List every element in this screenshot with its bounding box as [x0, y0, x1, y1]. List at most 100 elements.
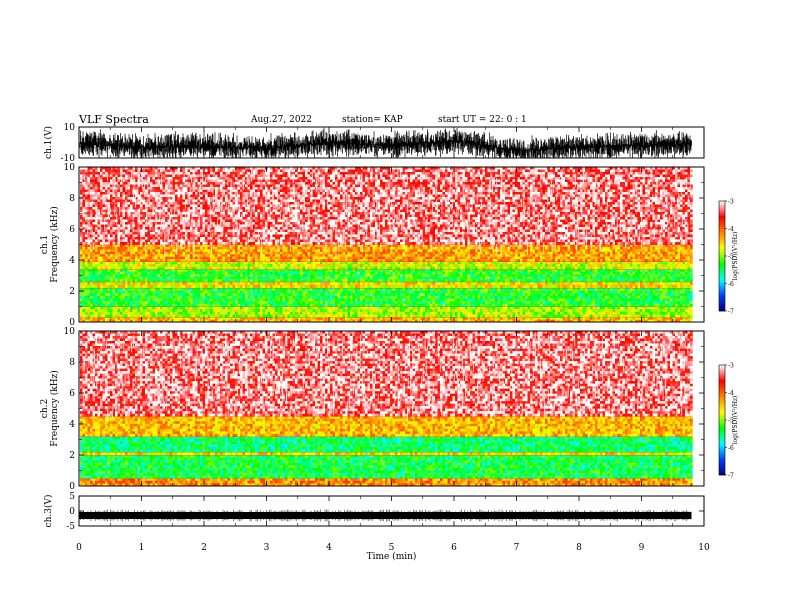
colorbar-segment [719, 213, 725, 216]
colorbar-segment [719, 467, 725, 470]
colorbar-segment [719, 294, 725, 297]
ytick-label: -5 [66, 522, 75, 532]
colorbar-segment [719, 208, 725, 211]
colorbar-segment [719, 246, 725, 249]
colorbar-tick-label: -7 [728, 473, 734, 480]
colorbar-segment [719, 431, 725, 434]
colorbar-segment [719, 237, 725, 240]
colorbar-segment [719, 230, 725, 233]
colorbar-segment [719, 421, 725, 424]
xtick-label: 6 [451, 543, 457, 553]
colorbar-segment [719, 418, 725, 421]
colorbar-segment [719, 223, 725, 226]
ytick-label: 4 [69, 256, 75, 266]
colorbar-segment [719, 239, 725, 242]
colorbar-segment [719, 281, 725, 284]
ytick-label: 10 [64, 163, 76, 173]
xtick-label: 4 [326, 543, 332, 553]
ytick-label: 4 [69, 420, 75, 430]
colorbar-segment [719, 276, 725, 279]
colorbar-segment [719, 232, 725, 235]
colorbar-segment [719, 471, 725, 474]
ytick-label: 10 [64, 123, 76, 133]
colorbar-segment [719, 379, 725, 382]
colorbar-segment [719, 388, 725, 391]
colorbar-segment [719, 432, 725, 435]
colorbar-segment [719, 248, 725, 251]
colorbar-segment [719, 252, 725, 255]
colorbar-segment [719, 410, 725, 413]
colorbar-segment [719, 381, 725, 384]
colorbar-segment [719, 451, 725, 454]
xtick-label: 3 [264, 543, 270, 553]
ytick-label: 0 [69, 482, 75, 492]
ytick-label: 8 [69, 358, 75, 368]
ch1-ylabel: ch.1(V) [43, 126, 54, 159]
colorbar-segment [719, 307, 725, 310]
colorbar-segment [719, 221, 725, 224]
colorbar-segment [719, 201, 725, 204]
colorbar-segment [719, 202, 725, 205]
colorbar-segment [719, 465, 725, 468]
ch1-spectrogram-image [80, 166, 693, 323]
colorbar-segment [719, 259, 725, 262]
colorbar-tick-label: -4 [728, 390, 734, 397]
colorbar-segment [719, 215, 725, 218]
colorbar-segment [719, 458, 725, 461]
colorbar-segment [719, 390, 725, 393]
colorbar-segment [719, 309, 725, 312]
colorbar-label: log(PSD)(V²/Hz) [732, 232, 739, 281]
ytick-label: 2 [69, 451, 75, 461]
colorbar-segment [719, 394, 725, 397]
colorbar-tick-label: -3 [728, 363, 734, 370]
colorbar-label: log(PSD)(V²/Hz) [732, 396, 739, 445]
ytick-label: 0 [69, 318, 75, 328]
colorbar-segment [719, 303, 725, 306]
figure-title: VLF Spectra [79, 113, 149, 126]
colorbar-segment [719, 267, 725, 270]
colorbar-segment [719, 372, 725, 375]
colorbar-segment [719, 234, 725, 237]
colorbar-segment [719, 403, 725, 406]
colorbar-segment [719, 407, 725, 410]
colorbar-segment [719, 261, 725, 264]
colorbar-segment [719, 305, 725, 308]
colorbar-segment [719, 235, 725, 238]
colorbar-segment [719, 245, 725, 248]
colorbar-segment [719, 377, 725, 380]
ch2-ylabel: ch.2 [40, 399, 50, 418]
colorbar-segment [719, 296, 725, 299]
colorbar-segment [719, 447, 725, 450]
colorbar-segment [719, 387, 725, 390]
colorbar-segment [719, 399, 725, 402]
colorbar-segment [719, 438, 725, 441]
colorbar-segment [719, 401, 725, 404]
colorbar-segment [719, 270, 725, 273]
colorbar-segment [719, 289, 725, 292]
colorbar-segment [719, 427, 725, 430]
colorbar-tick-label: -3 [728, 199, 734, 206]
colorbar-segment [719, 454, 725, 457]
colorbar-segment [719, 443, 725, 446]
colorbar-segment [719, 257, 725, 260]
ytick-label: 0 [69, 507, 75, 517]
ch2-ylabel: Frequency (kHz) [49, 370, 60, 447]
xaxis-label: Time (min) [367, 551, 417, 562]
colorbar-segment [719, 228, 725, 231]
ch1-ylabel: ch.1 [40, 235, 50, 254]
colorbar-segment [719, 300, 725, 303]
ytick-label: 8 [69, 194, 75, 204]
xtick-label: 7 [514, 543, 520, 553]
colorbar-segment [719, 462, 725, 465]
colorbar-segment [719, 366, 725, 369]
ytick-label: -10 [61, 154, 76, 164]
colorbar-segment [719, 206, 725, 209]
colorbar-segment [719, 292, 725, 295]
colorbar-tick-label: -4 [728, 226, 734, 233]
colorbar-segment [719, 219, 725, 222]
waveform-trace-ch3 [78, 509, 692, 522]
colorbar-tick-label: -7 [728, 309, 734, 316]
colorbar-segment [719, 224, 725, 227]
colorbar-segment [719, 290, 725, 293]
colorbar-segment [719, 210, 725, 213]
